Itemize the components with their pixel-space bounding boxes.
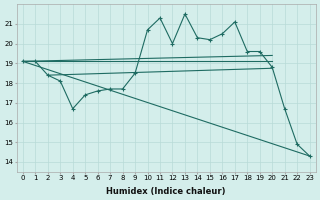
X-axis label: Humidex (Indice chaleur): Humidex (Indice chaleur) — [107, 187, 226, 196]
